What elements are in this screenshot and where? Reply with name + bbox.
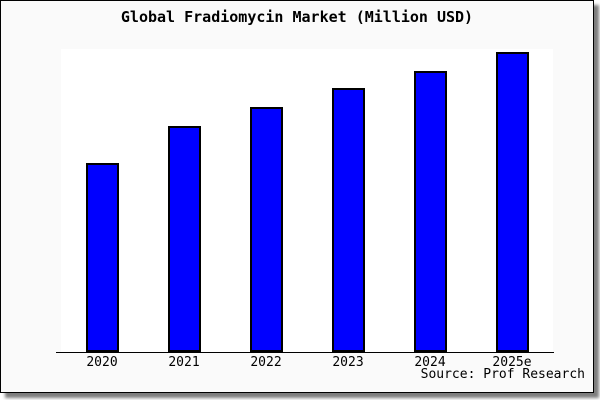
x-tick-label-2022: 2022 (250, 355, 282, 370)
source-credit: Source: Prof Research (420, 367, 585, 382)
x-tick-label-2024: 2024 (414, 355, 446, 370)
x-axis-line (56, 352, 554, 353)
chart-panel: Global Fradiomycin Market (Million USD) … (0, 0, 594, 393)
chart-title: Global Fradiomycin Market (Million USD) (120, 8, 474, 26)
bar-2020 (86, 163, 119, 352)
bar-2022 (250, 107, 283, 352)
x-tick-label-2020: 2020 (86, 355, 118, 370)
bar-2025e (496, 52, 529, 352)
bar-2021 (168, 126, 201, 352)
bar-2024 (414, 71, 447, 352)
x-tick-label-2021: 2021 (168, 355, 200, 370)
plot-area (61, 49, 553, 352)
x-tick-label-2023: 2023 (332, 355, 364, 370)
x-tick-label-2025e: 2025e (492, 355, 532, 370)
bar-2023 (332, 88, 365, 352)
